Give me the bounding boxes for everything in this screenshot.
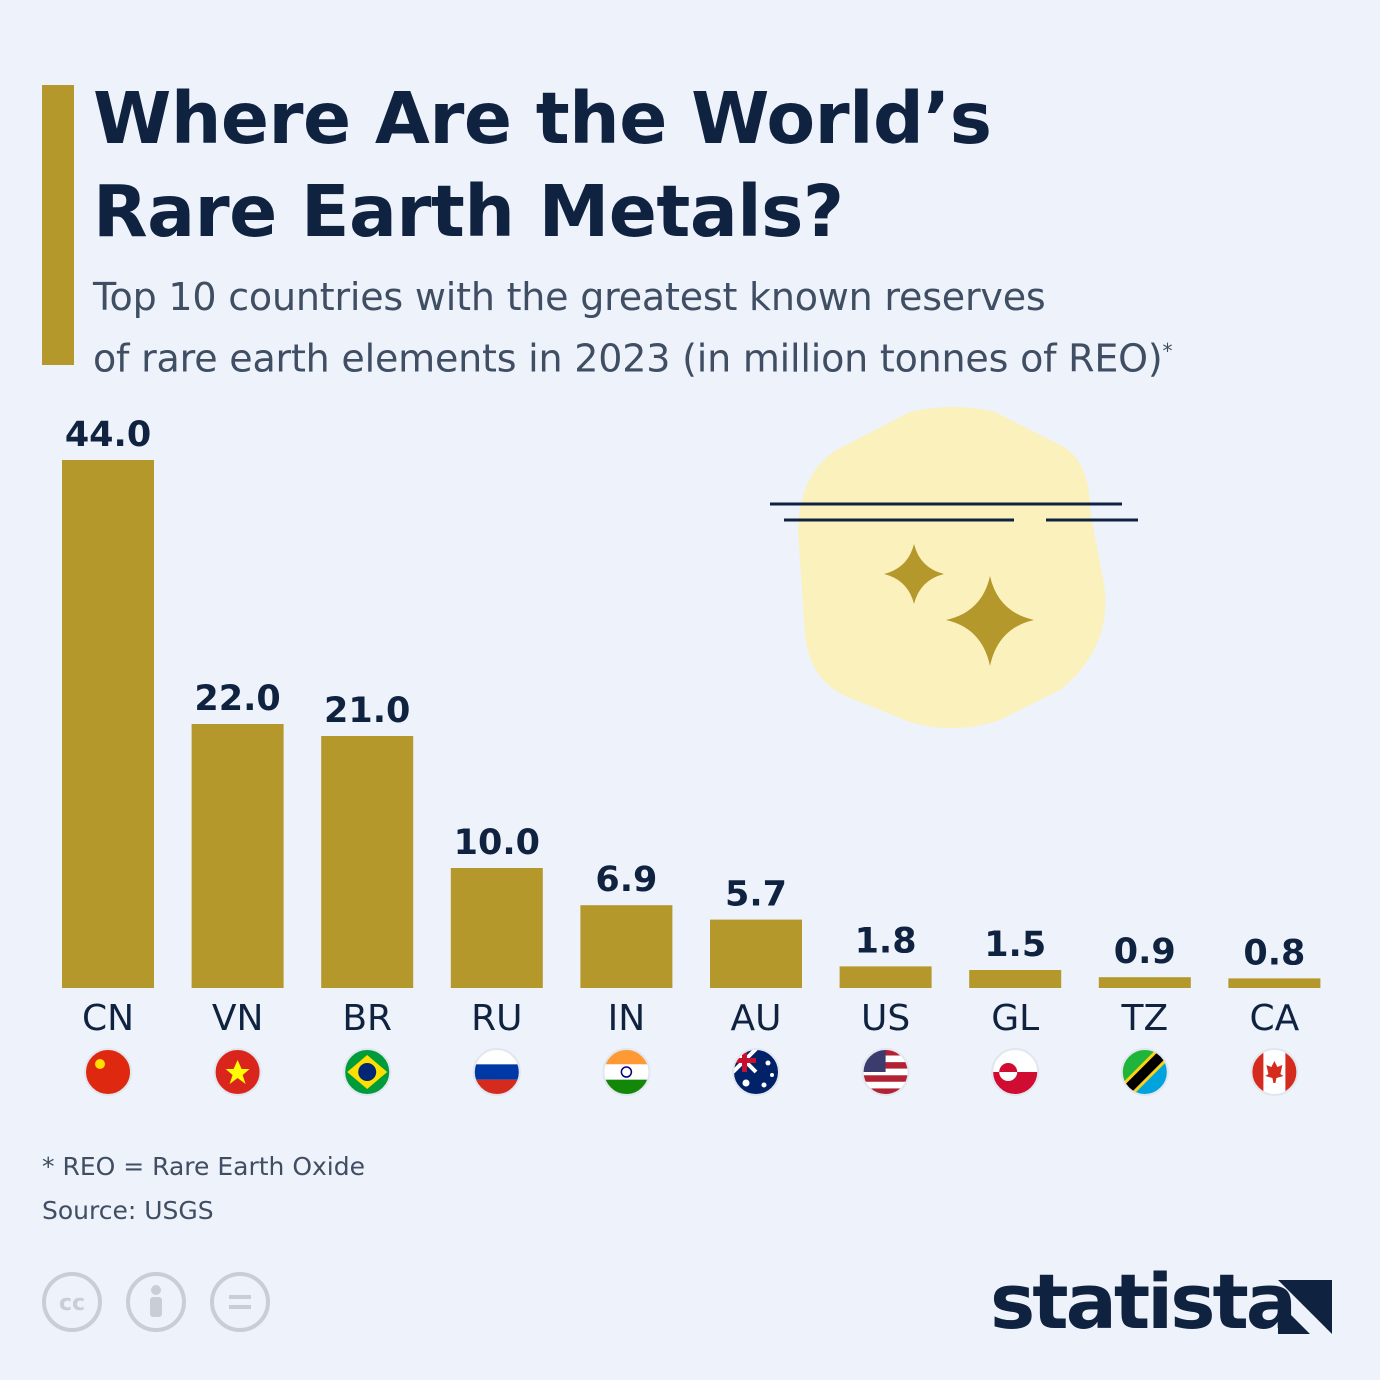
bar-tz — [1098, 977, 1191, 988]
category-label-vn: VN — [212, 998, 264, 1039]
vietnam-flag-icon — [213, 1048, 262, 1096]
footnote: * REO = Rare Earth Oxide — [42, 1152, 365, 1181]
sparkle-illustration — [770, 407, 1138, 729]
small-sparkle-icon — [884, 544, 944, 604]
svg-text:cc: cc — [59, 1291, 85, 1316]
category-label-ru: RU — [471, 998, 522, 1039]
greenland-flag-icon — [991, 1048, 1040, 1096]
brand-wordmark: statista — [990, 1257, 1297, 1346]
value-label-au: 5.7 — [725, 875, 787, 915]
category-label-gl: GL — [991, 998, 1039, 1039]
subtitle-asterisk: * — [1162, 339, 1173, 363]
value-label-vn: 22.0 — [194, 679, 280, 719]
bar-au — [710, 919, 802, 988]
bar-br — [321, 736, 414, 988]
value-label-us: 1.8 — [855, 921, 917, 961]
bar-vn — [191, 724, 284, 988]
title-accent-bar — [42, 85, 74, 365]
category-label-br: BR — [342, 998, 392, 1039]
value-label-ca: 0.8 — [1243, 933, 1305, 973]
bar-chart: 44.0 CN 22.0 VN 21.0 BR 10.0 RU 6.9 IN 5.7 AU 1.8 US 1… — [62, 415, 1321, 1096]
value-label-ru: 10.0 — [454, 823, 540, 863]
subtitle-line-1: Top 10 countries with the greatest known… — [93, 275, 1046, 319]
by-icon[interactable] — [126, 1272, 186, 1332]
bar-ca — [1228, 978, 1321, 988]
canada-flag-icon — [1250, 1048, 1299, 1096]
bar-gl — [969, 970, 1062, 988]
cc-icon[interactable]: cc — [42, 1272, 102, 1332]
category-label-in: IN — [608, 998, 646, 1039]
title-line-2: Rare Earth Metals? — [93, 170, 844, 253]
source-note: Source: USGS — [42, 1196, 214, 1225]
chart-title: Where Are the World’s Rare Earth Metals? — [93, 72, 992, 258]
statista-mark-icon — [1278, 1280, 1332, 1334]
chart-subtitle: Top 10 countries with the greatest known… — [93, 270, 1173, 386]
nd-icon[interactable] — [210, 1272, 270, 1332]
statista-logo: statista — [990, 1252, 1350, 1352]
tanzania-flag-icon — [1120, 1048, 1169, 1096]
australia-flag-icon — [732, 1048, 780, 1096]
value-label-tz: 0.9 — [1114, 932, 1176, 972]
value-label-gl: 1.5 — [984, 925, 1046, 965]
category-label-us: US — [861, 998, 910, 1039]
category-label-cn: CN — [82, 998, 134, 1039]
russia-flag-icon — [472, 1048, 521, 1096]
category-label-tz: TZ — [1120, 998, 1168, 1039]
china-flag-icon — [84, 1048, 132, 1096]
usa-flag-icon — [861, 1048, 910, 1096]
brazil-flag-icon — [343, 1048, 392, 1096]
bar-us — [839, 966, 932, 988]
bar-ru — [450, 868, 543, 988]
value-label-cn: 44.0 — [65, 415, 151, 455]
category-label-ca: CA — [1250, 998, 1300, 1039]
subtitle-line-2: of rare earth elements in 2023 (in milli… — [93, 336, 1163, 381]
value-label-br: 21.0 — [324, 691, 410, 731]
category-label-au: AU — [731, 998, 782, 1039]
bar-in — [580, 905, 673, 988]
large-sparkle-icon — [946, 576, 1034, 666]
bar-cn — [62, 460, 154, 988]
license-icons: cc — [42, 1272, 282, 1338]
glow-blob — [798, 407, 1106, 729]
value-label-in: 6.9 — [595, 860, 657, 900]
india-flag-icon — [602, 1048, 651, 1096]
title-line-1: Where Are the World’s — [93, 77, 992, 160]
